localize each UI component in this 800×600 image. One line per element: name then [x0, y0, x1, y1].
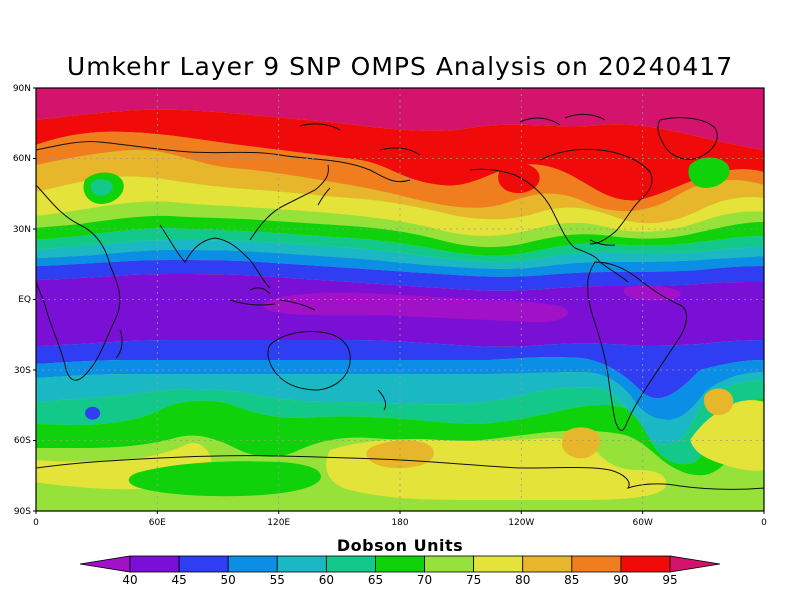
lon-label-0-west: 0	[33, 518, 39, 528]
colorbar-cell	[178, 555, 229, 573]
colorbar-cell	[424, 555, 475, 573]
colorbar-cell	[129, 555, 180, 573]
low-spot-atlantic	[623, 285, 681, 301]
band-south-80-3	[704, 388, 734, 416]
lon-label-60w: 60W	[633, 518, 653, 528]
colorbar-level-label: 85	[564, 573, 579, 587]
map-title: Umkehr Layer 9 SNP OMPS Analysis on 2024…	[66, 52, 734, 81]
low-spot-indian	[85, 406, 101, 420]
band-south-45	[36, 340, 764, 399]
map-grid	[36, 88, 764, 511]
colorbar-title: Dobson Units	[336, 536, 464, 555]
colorbar-cell	[522, 555, 573, 573]
lon-label-120w: 120W	[508, 518, 534, 528]
coastlines	[36, 113, 764, 490]
colorbar-level-label: 75	[466, 573, 481, 587]
colorbar-cell	[571, 555, 622, 573]
lon-label-0-east: 0	[761, 518, 767, 528]
colorbar-high-triangle	[669, 555, 721, 573]
band-south-50	[36, 357, 764, 420]
lat-label-60n: 60N	[13, 154, 31, 164]
spot-africa-teal	[90, 179, 113, 196]
lat-axis: 90N 60N 30N EQ 30S 60S 90S	[13, 84, 31, 517]
lon-label-60e: 60E	[149, 518, 166, 528]
spot-arctic-red	[498, 163, 540, 194]
lon-label-180: 180	[391, 518, 408, 528]
colorbar: 40 45 50 55 60 65 70 75 80 85 90 95	[79, 555, 721, 587]
lat-label-90s: 90S	[14, 507, 31, 517]
band-north-80	[36, 150, 764, 224]
colorbar-cell	[375, 555, 425, 573]
colorbar-low-triangle	[79, 555, 131, 573]
band-south-75-east	[690, 400, 764, 471]
colorbar-cell	[325, 555, 376, 573]
low-spot-pacific	[262, 292, 569, 323]
lat-label-eq: EQ	[18, 295, 31, 305]
lat-label-30s: 30S	[14, 366, 31, 376]
lat-label-90n: 90N	[13, 84, 31, 94]
colorbar-cell	[227, 555, 278, 573]
colorbar-cell	[473, 555, 524, 573]
contour-field	[36, 88, 764, 511]
colorbar-level-label: 65	[368, 573, 383, 587]
colorbar-level-label: 55	[270, 573, 285, 587]
colorbar-level-label: 70	[417, 573, 432, 587]
band-north-65	[36, 215, 764, 256]
colorbar-level-label: 95	[662, 573, 677, 587]
lon-axis: 0 60E 120E 180 120W 60W 0	[33, 518, 767, 528]
band-south-80-2	[562, 427, 601, 459]
spot-atlantic-green	[688, 157, 730, 188]
colorbar-cell	[276, 555, 327, 573]
colorbar-level-label: 50	[221, 573, 236, 587]
band-north-85	[36, 131, 764, 212]
colorbar-cell	[620, 555, 671, 573]
band-south-60	[36, 380, 764, 465]
colorbar-level-label: 90	[613, 573, 628, 587]
band-north-55	[36, 240, 764, 269]
lon-label-120e: 120E	[267, 518, 290, 528]
band-north-70	[36, 201, 764, 248]
band-south-70-antarctic	[128, 461, 321, 497]
colorbar-cells	[129, 555, 671, 573]
band-north-75	[36, 176, 764, 236]
lon-ticks	[35, 511, 765, 514]
colorbar-level-label: 40	[122, 573, 137, 587]
lat-label-60s: 60S	[14, 436, 31, 446]
colorbar-level-label: 80	[515, 573, 530, 587]
lat-label-30n: 30N	[13, 225, 31, 235]
colorbar-level-label: 45	[171, 573, 186, 587]
colorbar-level-label: 60	[319, 573, 334, 587]
band-south-55	[36, 372, 764, 445]
colorbar-labels: 40 45 50 55 60 65 70 75 80 85 90 95	[122, 573, 677, 587]
